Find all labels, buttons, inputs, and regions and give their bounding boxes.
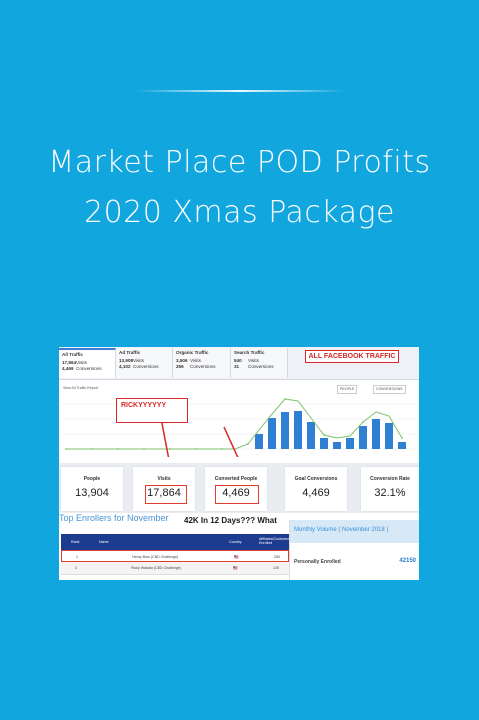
row-country: 🇺🇸	[233, 566, 238, 570]
dashboard-screenshot: All Traffic 17,864Visits 4,469 Conversion…	[59, 347, 419, 580]
tab-value-label: Conversions	[76, 366, 102, 371]
tab-name: Organic Traffic	[176, 350, 209, 355]
product-title-line2: 2020 Xmas Package	[83, 195, 396, 230]
tab-value: 4,102	[119, 364, 131, 369]
people-dropdown[interactable]: PEOPLE	[337, 385, 358, 394]
monthly-value: 42150	[399, 558, 416, 564]
table-row[interactable]: 2 Ricky Wakata (CBD Challenge) 🇺🇸 125	[61, 562, 289, 575]
stat-value: 13,904	[75, 487, 109, 499]
tab-value: 13,908	[119, 358, 134, 363]
col-name: Name	[99, 540, 109, 544]
tab-value-label: Visits	[76, 360, 87, 365]
tab-value-label: Conversions	[190, 364, 216, 369]
traffic-chart	[61, 398, 417, 457]
stat-value: 17,864	[147, 487, 181, 499]
tab-name: All Traffic	[62, 352, 83, 357]
stat-label: Goal Conversions	[294, 476, 338, 482]
tab-value-label: Conversions	[248, 364, 274, 369]
tab-value: 3,506	[176, 358, 188, 363]
stat-label: Conversion Rate	[370, 476, 410, 482]
callout-facebook-traffic: ALL FACEBOOK TRAFFIC	[305, 350, 399, 363]
tab-value-label: Visits	[133, 358, 144, 363]
stat-label: Converted People	[214, 476, 258, 482]
stat-card-goal: Goal Conversions 4,469	[285, 467, 347, 511]
monthly-label: Personally Enrolled	[294, 559, 341, 565]
tab-value: 4,469	[62, 366, 74, 371]
stat-label: People	[83, 476, 101, 482]
monthly-volume-panel: Monthly Volume ( November 2018 ) Persona…	[289, 520, 419, 580]
tab-name: Search Traffic	[234, 350, 265, 355]
row-count: 283	[274, 555, 280, 559]
product-title-line1: Market Place POD Profits	[48, 145, 431, 180]
people-points	[65, 398, 403, 450]
highlight-box-converted	[215, 485, 259, 504]
row-name: Ricky Wakata (CBD Challenge)	[131, 566, 181, 570]
col-country: Country	[229, 540, 242, 544]
stat-card-rate: Conversion Rate 32.1%	[361, 467, 419, 511]
row-rank: 1	[76, 555, 78, 559]
tab-value: 31	[234, 364, 240, 369]
tab-name: Ad Traffic	[119, 350, 141, 355]
table-header: Rank Name Country Affiliates/Customers E…	[61, 534, 291, 550]
row-country: 🇺🇸	[234, 555, 239, 559]
chart-toolbar: View All Traffic Report PEOPLE CONVERSIO…	[61, 385, 417, 394]
conversions-dropdown[interactable]: CONVERSIONS	[373, 385, 406, 394]
monthly-title: Monthly Volume ( November 2018 )	[290, 520, 419, 543]
stat-card-people: People 13,904	[61, 467, 123, 511]
stat-value: 4,469	[222, 487, 250, 499]
callout-ricky: RICKYYYYYY	[116, 398, 188, 423]
table-row[interactable]: 1 Hemp Bros (CBD Challenge) 🇺🇸 283	[61, 550, 289, 562]
tab-value-label: Conversions	[133, 364, 159, 369]
col-rank: Rank	[71, 540, 80, 544]
tab-all-traffic[interactable]: All Traffic 17,864Visits 4,469 Conversion…	[59, 348, 116, 378]
stat-label: Visits	[157, 476, 171, 482]
red-caption: 42K In 12 Days??? What	[184, 516, 277, 525]
highlight-box-visits	[145, 485, 187, 504]
tab-value: 256	[176, 364, 184, 369]
tab-value-label: Visits	[248, 358, 259, 363]
tab-value: 540	[234, 358, 242, 363]
monthly-row: Personally Enrolled 42150	[294, 558, 416, 565]
red-arrows	[160, 417, 239, 457]
tab-search-traffic[interactable]: Search Traffic 540 Visits 31 Conversions	[231, 348, 288, 378]
tab-value-label: Visits	[190, 358, 201, 363]
people-line	[66, 398, 403, 450]
enrollers-title: Top Enrollers for November	[59, 513, 169, 523]
tab-ad-traffic[interactable]: Ad Traffic 13,908Visits 4,102 Conversions	[116, 348, 173, 378]
row-name: Hemp Bros (CBD Challenge)	[132, 555, 179, 559]
conversion-bars	[255, 411, 406, 449]
view-report-link[interactable]: View All Traffic Report	[63, 386, 99, 390]
stats-cards: People 13,904 Visits 17,864 Converted Pe…	[59, 463, 419, 513]
col-enrolled: Affiliates/Customers Enrolled	[259, 537, 291, 545]
stat-value: 4,469	[302, 487, 330, 499]
stat-value: 32.1%	[374, 487, 406, 499]
row-count: 125	[273, 566, 279, 570]
tab-value: 17,864	[62, 360, 77, 365]
tab-organic-traffic[interactable]: Organic Traffic 3,506 Visits 256 Conversio…	[173, 348, 231, 378]
row-rank: 2	[75, 566, 77, 570]
decorative-top-line	[135, 90, 345, 92]
